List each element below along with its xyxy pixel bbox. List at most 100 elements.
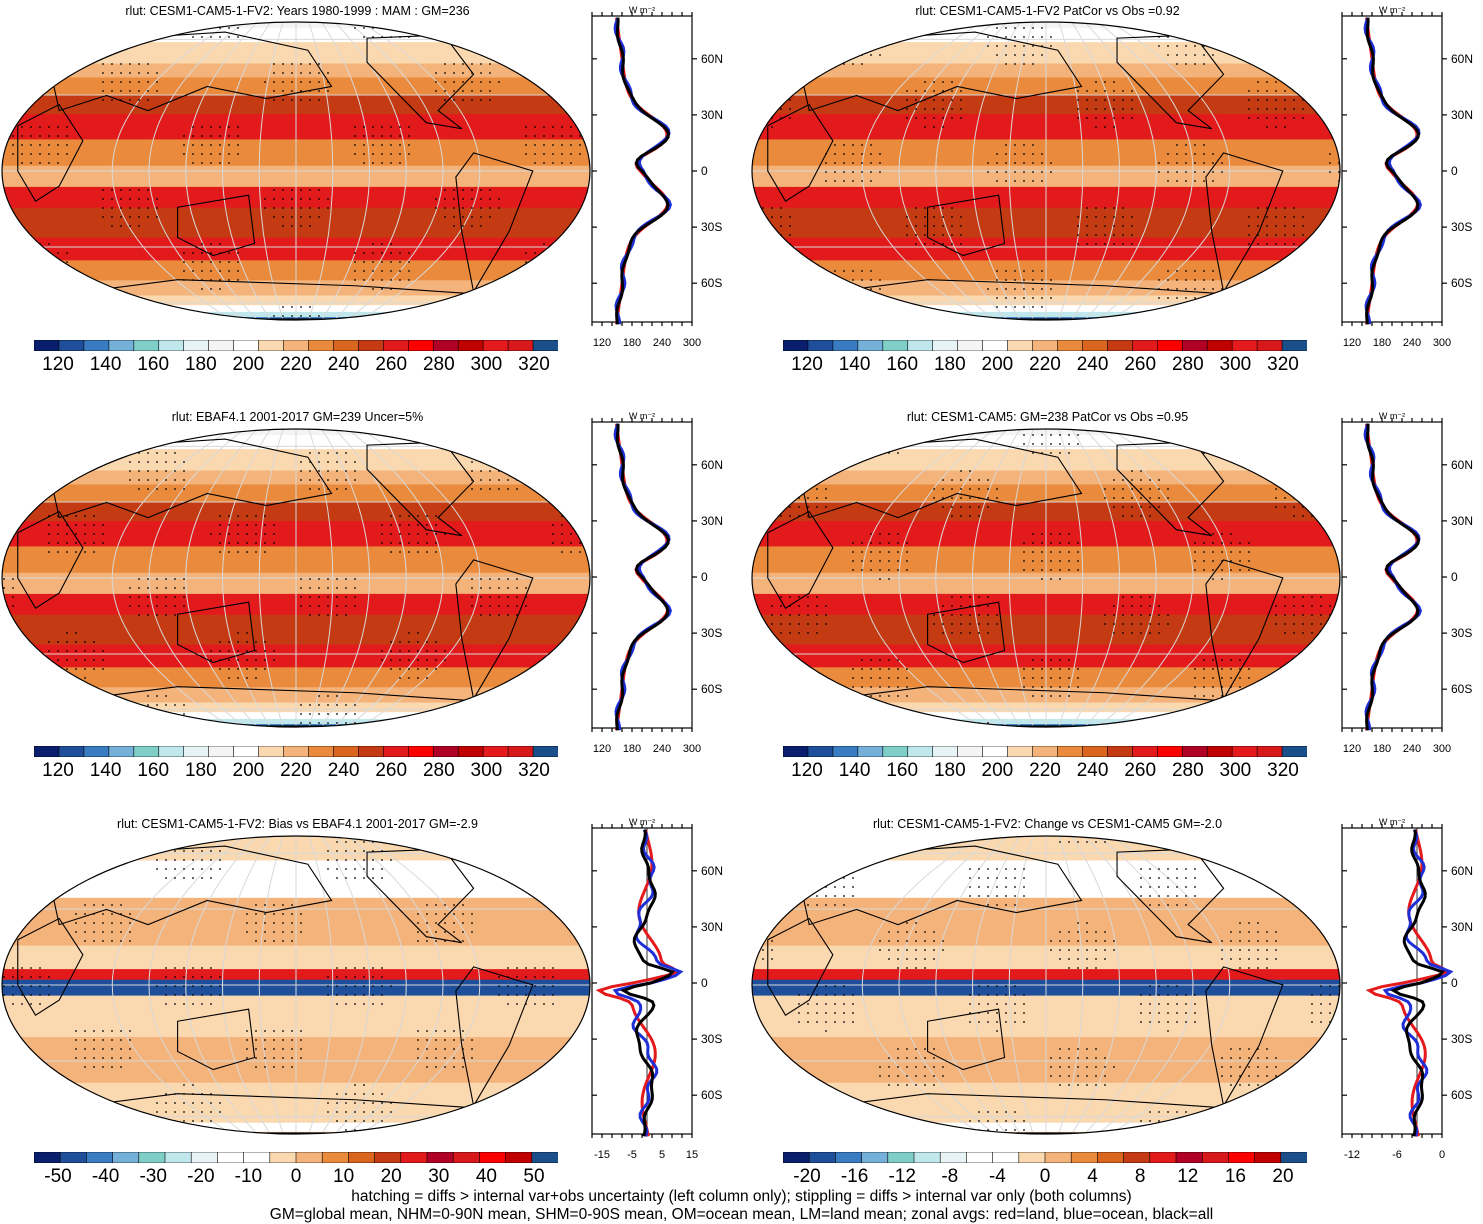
colorbar-swatch xyxy=(966,1152,993,1163)
profile-x-tick-label: 300 xyxy=(683,743,701,755)
profile-x-tick-label: 180 xyxy=(1373,743,1391,755)
colorbar-swatch xyxy=(134,340,159,351)
panel-title-2: rlut: CESM1-CAM5-1-FV2 PatCor vs Obs =0.… xyxy=(750,4,1345,18)
colorbar-swatch xyxy=(1176,1152,1203,1163)
profile-axes xyxy=(1342,12,1447,326)
profile-x-tick-label: -15 xyxy=(594,1149,610,1161)
colorbar-swatch xyxy=(134,746,159,757)
colorbar-swatch xyxy=(433,746,458,757)
colorbar-swatch xyxy=(958,340,983,351)
colorbar-swatch xyxy=(159,746,184,757)
colorbar-4 xyxy=(783,746,1307,757)
colorbar-tick-label: 140 xyxy=(90,354,122,376)
colorbar-swatch xyxy=(244,1152,271,1163)
colorbar-tick-label: 240 xyxy=(1077,354,1109,376)
colorbar-swatch xyxy=(84,340,109,351)
colorbar-tick-label: 20 xyxy=(1272,1166,1293,1188)
colorbar-swatch xyxy=(284,340,309,351)
profile-lat-label: 30S xyxy=(1451,220,1472,234)
colorbar-swatch xyxy=(109,340,134,351)
colorbar-tick-label: -16 xyxy=(841,1166,868,1188)
colorbar-tick-label: -12 xyxy=(888,1166,915,1188)
colorbar-swatch xyxy=(34,746,59,757)
panel-title-3: rlut: EBAF4.1 2001-2017 GM=239 Uncer=5% xyxy=(0,410,595,424)
colorbar-swatch xyxy=(1008,746,1033,757)
colorbar-swatch xyxy=(209,746,234,757)
profile-axes xyxy=(592,12,697,326)
colorbar-swatch xyxy=(1033,746,1058,757)
profile-x-tick-label: 5 xyxy=(659,1149,665,1161)
colorbar-tick-label: 160 xyxy=(886,354,918,376)
profile-x-tick-label: 240 xyxy=(1403,743,1421,755)
colorbar-swatch xyxy=(833,340,858,351)
profile-x-tick-label: 15 xyxy=(686,1149,698,1161)
colorbar-swatch xyxy=(333,746,358,757)
colorbar-swatch xyxy=(1033,340,1058,351)
colorbar-swatch xyxy=(783,1152,810,1163)
colorbar-swatch xyxy=(159,340,184,351)
colorbar-tick-label: 220 xyxy=(1029,760,1061,782)
colorbar-swatch xyxy=(383,340,408,351)
colorbar-swatch xyxy=(453,1152,480,1163)
colorbar-tick-label: 280 xyxy=(423,760,455,782)
colorbar-swatch xyxy=(933,746,958,757)
colorbar-tick-label: 140 xyxy=(839,354,871,376)
colorbar-tick-label: 240 xyxy=(328,760,360,782)
colorbar-swatch xyxy=(958,746,983,757)
colorbar-1 xyxy=(34,340,558,351)
profile-lat-label: 30S xyxy=(1451,626,1472,640)
profile-lat-label: 60S xyxy=(1451,276,1472,290)
map-panel-4 xyxy=(750,427,1342,729)
colorbar-swatch xyxy=(433,340,458,351)
colorbar-swatch xyxy=(483,746,508,757)
panel-title-6: rlut: CESM1-CAM5-1-FV2: Change vs CESM1-… xyxy=(750,817,1345,831)
profile-unit-label: W m⁻² xyxy=(629,411,655,421)
colorbar-tick-label: 140 xyxy=(90,760,122,782)
colorbar-tick-label: 160 xyxy=(886,760,918,782)
colorbar-swatch xyxy=(808,746,833,757)
colorbar-swatch xyxy=(401,1152,428,1163)
colorbar-swatch xyxy=(858,746,883,757)
colorbar-tick-label: 220 xyxy=(280,760,312,782)
colorbar-swatch xyxy=(533,746,558,757)
colorbar-tick-label: 8 xyxy=(1135,1166,1146,1188)
colorbar-swatch xyxy=(234,746,259,757)
colorbar-tick-label: 160 xyxy=(137,760,169,782)
profile-x-tick-label: 300 xyxy=(1433,337,1451,349)
colorbar-swatch xyxy=(1182,746,1207,757)
profile-lat-label: 30S xyxy=(701,1032,722,1046)
profile-unit-label: W m⁻² xyxy=(629,817,655,827)
colorbar-swatch xyxy=(383,746,408,757)
colorbar-swatch xyxy=(1232,340,1257,351)
colorbar-tick-label: 300 xyxy=(1220,354,1252,376)
map-panel-6 xyxy=(750,834,1342,1136)
colorbar-swatch xyxy=(933,340,958,351)
profile-lat-label: 30N xyxy=(701,514,723,528)
map-panel-3 xyxy=(0,427,592,729)
colorbar-swatch xyxy=(1107,746,1132,757)
colorbar-swatch xyxy=(532,1152,558,1163)
colorbar-swatch xyxy=(1097,1152,1124,1163)
colorbar-swatch xyxy=(1182,340,1207,351)
profile-line-land xyxy=(1369,830,1447,1137)
colorbar-swatch xyxy=(59,746,84,757)
profile-lat-label: 60S xyxy=(1451,682,1472,696)
colorbar-tick-label: -40 xyxy=(92,1166,119,1188)
colorbar-tick-label: 120 xyxy=(791,354,823,376)
colorbar-swatch xyxy=(60,1152,87,1163)
colorbar-swatch xyxy=(940,1152,967,1163)
colorbar-swatch xyxy=(184,340,209,351)
profile-lat-label: 60N xyxy=(701,52,723,66)
colorbar-swatch xyxy=(1082,746,1107,757)
colorbar-swatch xyxy=(1228,1152,1255,1163)
profile-lat-label: 30N xyxy=(1451,514,1473,528)
colorbar-swatch xyxy=(59,340,84,351)
colorbar-swatch xyxy=(808,340,833,351)
colorbar-tick-label: 220 xyxy=(280,354,312,376)
colorbar-swatch xyxy=(1045,1152,1072,1163)
colorbar-tick-label: 30 xyxy=(428,1166,449,1188)
colorbar-tick-label: 0 xyxy=(1040,1166,1051,1188)
colorbar-swatch xyxy=(1071,1152,1098,1163)
